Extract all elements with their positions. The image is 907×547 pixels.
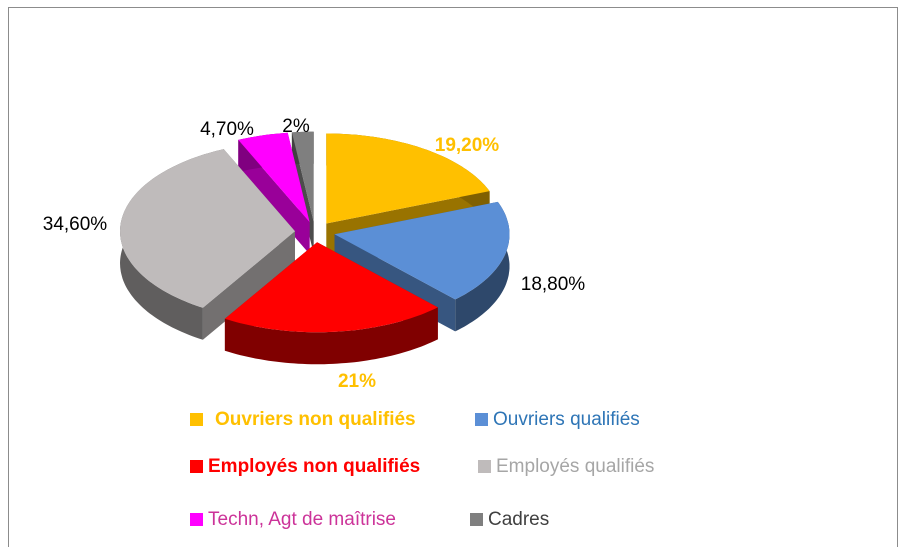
legend-swatch [190,513,203,526]
slice [120,149,295,340]
data-label: 4,70% [200,119,254,140]
slice-top [238,132,310,223]
slice-top [326,133,490,224]
legend-swatch [190,460,203,473]
slice-wall [224,307,438,365]
legend-label: Employés qualifiés [496,456,654,477]
data-label: 19,20% [435,135,500,156]
legend-label: Ouvriers non qualifiés [215,409,416,430]
slice-side [238,139,310,255]
slice-top [120,149,295,308]
data-label: 18,80% [521,274,586,295]
slice-side [202,231,295,340]
slice-top [291,131,314,222]
legend-label: Ouvriers qualifiés [493,409,640,430]
data-label: 34,60% [43,214,108,235]
legend-swatch [470,513,483,526]
data-label: 21% [338,371,376,392]
legend-label: Techn, Agt de maîtrise [208,509,396,530]
data-label: 2% [282,116,310,137]
slice-wall [455,201,510,332]
slice-top [334,201,510,300]
slice [238,132,310,255]
legend-label: Employés non qualifiés [208,456,420,477]
legend-swatch [478,460,491,473]
slice-top [224,242,438,333]
legend-label: Cadres [488,509,549,530]
legend-swatch [475,413,488,426]
legend-swatch [190,413,203,426]
slice [224,242,438,365]
